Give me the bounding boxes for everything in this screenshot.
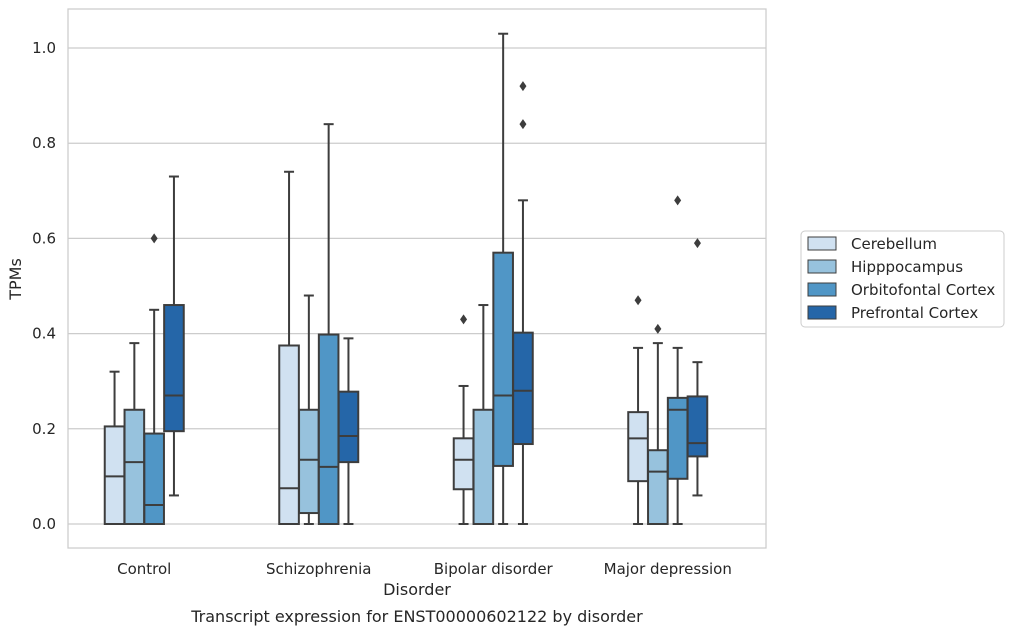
legend-label: Orbitofontal Cortex [851,281,995,299]
y-tick-label: 0.0 [32,515,56,533]
box-prefrontal-cortex [686,238,709,497]
x-axis-label: Disorder [383,580,451,599]
x-tick-label: Schizophrenia [266,560,371,578]
legend-label: Prefrontal Cortex [851,304,978,322]
outlier-point [634,295,642,306]
outlier-point [693,238,701,249]
x-tick-label: Major depression [604,560,732,578]
legend-swatch [807,236,837,251]
box-orbitofontal-cortex [492,32,514,525]
box-iqr [627,411,649,483]
outlier-point [674,195,682,206]
y-tick-label: 0.8 [32,134,56,152]
box-hipppocampus [472,304,495,526]
box-cerebellum [452,314,475,525]
x-tick-labels: Control Schizophrenia Bipolar disorder Majo… [117,560,732,578]
box-orbitofontal-cortex [143,233,165,525]
legend-swatch [807,305,837,320]
box-iqr [163,304,185,433]
box-cerebellum [278,170,300,525]
y-tick-label: 0.2 [32,420,56,438]
box-iqr [452,437,475,491]
chart-caption: Transcript expression for ENST0000060212… [190,607,643,626]
box-cerebellum [103,370,126,526]
box-iqr [686,395,709,458]
outlier-point [654,323,662,334]
outlier-point [150,233,158,244]
box-prefrontal-cortex [163,175,185,497]
legend: Cerebellum Hipppocampus Orbitofontal Corte… [800,230,1005,328]
outlier-point [519,81,527,92]
y-tick-label: 1.0 [32,39,56,57]
box-iqr [278,344,300,525]
box-orbitofontal-cortex [317,123,340,525]
box-hipppocampus [298,294,320,525]
box-iqr [103,425,126,526]
plot-frame [67,8,767,549]
y-tick-label: 0.4 [32,325,56,343]
legend-swatch [807,282,837,297]
legend-label: Hipppocampus [851,258,963,276]
box-iqr [472,408,495,526]
legend-frame [800,230,1005,328]
box-iqr [317,333,340,525]
box-hipppocampus [123,342,146,526]
box-cerebellum [627,295,649,525]
box-iqr [143,432,165,525]
box-iqr [123,408,146,526]
y-axis-label: TPMs [6,258,25,301]
x-tick-label: Control [117,560,171,578]
outlier-point [519,119,527,130]
outlier-point [460,314,468,325]
box-orbitofontal-cortex [666,195,689,525]
y-tick-label: 0.6 [32,229,56,247]
box-prefrontal-cortex [512,81,534,525]
box-hipppocampus [647,323,669,525]
box-iqr [647,449,669,525]
y-tick-labels: 0.0 0.2 0.4 0.6 0.8 1.0 [32,39,56,533]
box-iqr [337,390,360,464]
box-prefrontal-cortex [337,337,360,525]
box-plot-series [103,32,709,526]
x-tick-label: Bipolar disorder [434,560,554,578]
legend-label: Cerebellum [851,235,937,253]
box-iqr [298,408,320,515]
box-iqr [492,251,514,467]
legend-swatch [807,259,837,274]
box-iqr [512,331,534,446]
